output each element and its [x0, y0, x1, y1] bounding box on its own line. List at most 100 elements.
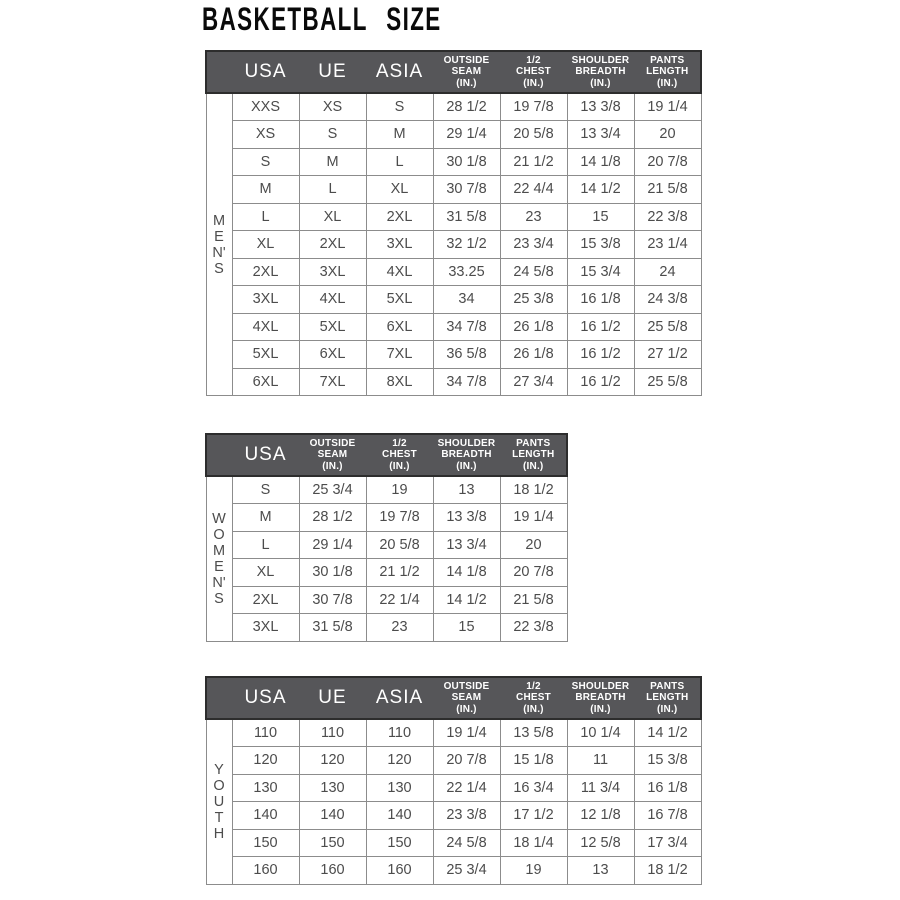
column-header-line: PANTS [516, 437, 551, 449]
size-cell: 25 3/4 [298, 475, 367, 504]
size-cell: 3XL [365, 230, 434, 259]
table-row: L XL 2XL 31 5/8 23 15 22 3/8 [206, 202, 702, 231]
size-cell: 23 3/4 [499, 230, 568, 259]
column-header-line: USA [244, 61, 287, 83]
size-cell: 30 7/8 [298, 585, 367, 614]
size-cell: 3XL [231, 613, 300, 642]
size-cell: 4XL [231, 312, 300, 341]
size-cell: 12 1/8 [566, 801, 635, 830]
size-cell: XS [231, 120, 300, 149]
table-row: 150 150 150 24 5/8 18 1/4 12 5/8 17 3/4 [206, 828, 702, 857]
size-cell: 25 5/8 [633, 367, 702, 396]
size-cell: 22 3/8 [499, 613, 568, 642]
table-row: 3XL 31 5/8 23 15 22 3/8 [206, 613, 568, 642]
size-cell: 19 1/4 [499, 503, 568, 532]
column-header-line: BREADTH [575, 66, 626, 78]
column-header-line: LENGTH [646, 692, 689, 704]
size-cell: 6XL [365, 312, 434, 341]
column-header-line: (IN.) [590, 703, 611, 715]
size-cell: 26 1/8 [499, 340, 568, 369]
column-header-line: (IN.) [657, 703, 678, 715]
size-cell: 19 7/8 [499, 92, 568, 121]
column-header-womens-1: OUTSIDE SEAM (IN.) [298, 433, 367, 477]
column-header-mens-3: OUTSIDE SEAM (IN.) [432, 50, 501, 94]
table-row: XL 2XL 3XL 32 1/2 23 3/4 15 3/8 23 1/4 [206, 230, 702, 259]
size-cell: XS [298, 92, 367, 121]
size-cell: 13 5/8 [499, 718, 568, 747]
size-cell: 150 [231, 828, 300, 857]
header-corner-cell [205, 50, 233, 94]
header-row: USA OUTSIDE SEAM (IN.) 1/2 CHEST (IN.) SHOULDER… [205, 433, 568, 477]
group-label-char: M [212, 542, 226, 559]
column-header-line: CHEST [516, 692, 551, 704]
table-row: W O M E N' S S 25 3/4 19 13 18 1/2 [205, 475, 568, 642]
size-cell: XL [365, 175, 434, 204]
column-header-line: OUTSIDE [309, 437, 356, 449]
group-label-char: M [212, 212, 226, 229]
size-cell: XL [231, 558, 300, 587]
size-cell: 26 1/8 [499, 312, 568, 341]
size-cell: 30 7/8 [432, 175, 501, 204]
column-header-line: SEAM [317, 449, 348, 461]
size-cell: 23 3/8 [432, 801, 501, 830]
size-cell: 19 1/4 [432, 718, 501, 747]
column-header-line: CHEST [516, 66, 551, 78]
size-cell: 22 4/4 [499, 175, 568, 204]
table-row: 2XL 30 7/8 22 1/4 14 1/2 21 5/8 [206, 585, 568, 614]
table-row: S M L 30 1/8 21 1/2 14 1/8 20 7/8 [206, 147, 702, 176]
column-header-youth-2: ASIA [365, 676, 434, 720]
column-header-line: (IN.) [657, 77, 678, 89]
size-cell: 13 [566, 856, 635, 885]
size-cell: 110 [365, 718, 434, 747]
column-header-line: BREADTH [575, 692, 626, 704]
size-cell: XL [298, 202, 367, 231]
column-header-mens-1: UE [298, 50, 367, 94]
size-cell: 15 [566, 202, 635, 231]
column-header-youth-4: 1/2 CHEST (IN.) [499, 676, 568, 720]
size-cell: 28 1/2 [298, 503, 367, 532]
size-cell: 5XL [365, 285, 434, 314]
table-row: L 29 1/4 20 5/8 13 3/4 20 [206, 530, 568, 559]
size-table-youth: USA UE ASIA OUTSIDE SEAM (IN.) 1/2 CHEST (IN.) SH… [205, 676, 702, 885]
size-cell: 16 1/8 [633, 773, 702, 802]
size-cell: 23 [499, 202, 568, 231]
size-cell: 21 1/2 [365, 558, 434, 587]
size-cell: 13 3/4 [566, 120, 635, 149]
size-cell: 2XL [231, 257, 300, 286]
column-header-mens-4: 1/2 CHEST (IN.) [499, 50, 568, 94]
size-cell: 6XL [231, 367, 300, 396]
size-cell: 17 1/2 [499, 801, 568, 830]
size-cell: 27 1/2 [633, 340, 702, 369]
size-cell: 3XL [298, 257, 367, 286]
size-cell: 130 [298, 773, 367, 802]
size-cell: M [231, 175, 300, 204]
header-row: USA UE ASIA OUTSIDE SEAM (IN.) 1/2 CHEST (IN.) SH… [205, 50, 702, 94]
column-header-mens-2: ASIA [365, 50, 434, 94]
size-cell: 24 5/8 [499, 257, 568, 286]
size-cell: 20 7/8 [633, 147, 702, 176]
column-header-mens-5: SHOULDER BREADTH (IN.) [566, 50, 635, 94]
size-table-mens: USA UE ASIA OUTSIDE SEAM (IN.) 1/2 CHEST (IN.) SH… [205, 50, 702, 396]
size-cell: 4XL [365, 257, 434, 286]
group-label-char: E [214, 228, 224, 245]
size-cell: 29 1/4 [432, 120, 501, 149]
size-cell: 30 1/8 [298, 558, 367, 587]
column-header-line: ASIA [375, 61, 424, 83]
size-cell: 22 1/4 [432, 773, 501, 802]
size-cell: 21 5/8 [633, 175, 702, 204]
size-cell: 19 [365, 475, 434, 504]
column-header-mens-6: PANTS LENGTH (IN.) [633, 50, 702, 94]
size-cell: 18 1/2 [499, 475, 568, 504]
size-cell: 13 3/8 [432, 503, 501, 532]
size-cell: 15 3/8 [566, 230, 635, 259]
table-row: XL 30 1/8 21 1/2 14 1/8 20 7/8 [206, 558, 568, 587]
table-row: 5XL 6XL 7XL 36 5/8 26 1/8 16 1/2 27 1/2 [206, 340, 702, 369]
size-cell: 15 3/8 [633, 746, 702, 775]
column-header-line: (IN.) [456, 703, 477, 715]
table-row: M 28 1/2 19 7/8 13 3/8 19 1/4 [206, 503, 568, 532]
size-cell: 16 1/8 [566, 285, 635, 314]
column-header-line: LENGTH [646, 66, 689, 78]
size-cell: 14 1/2 [633, 718, 702, 747]
size-cell: 5XL [298, 312, 367, 341]
group-label-char: U [213, 793, 225, 810]
